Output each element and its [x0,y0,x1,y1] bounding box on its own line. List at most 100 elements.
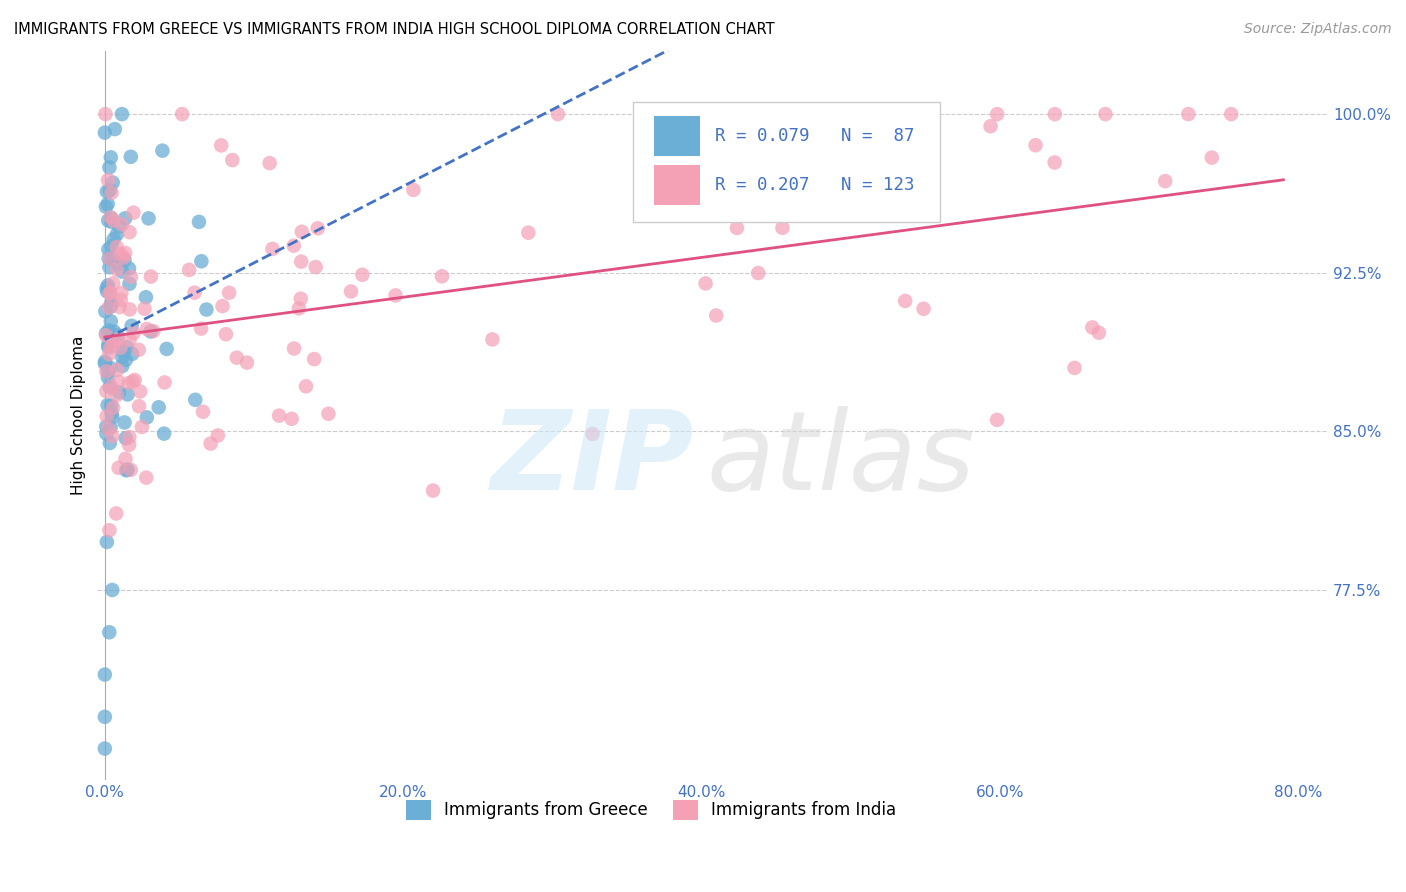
Point [118,376,141,390]
Point [94,710,117,724]
Point [152,144,174,158]
Point [98,161,121,175]
Legend: Immigrants from Greece, Immigrants from India: Immigrants from Greece, Immigrants from … [399,793,903,827]
Point [384,288,406,302]
Point [111,350,134,364]
Point [107,460,129,475]
Point [912,301,935,316]
Point [98,286,121,301]
Point [112,251,135,265]
Point [94,667,117,681]
Point [156,342,179,356]
Point [179,263,201,277]
Point [121,318,143,333]
Point [111,359,134,373]
Point [97,173,120,187]
Point [96,285,118,299]
Point [100,295,122,310]
Point [100,186,122,200]
Point [114,246,136,260]
Point [94,200,117,214]
Point [97,243,120,257]
Point [96,185,118,199]
Point [135,290,157,304]
Point [183,285,205,300]
Point [100,314,122,328]
Point [100,211,122,225]
Point [101,176,124,190]
Point [288,301,311,316]
Point [100,406,122,420]
Point [128,399,150,413]
Point [103,334,125,349]
Point [986,413,1008,427]
Point [695,277,717,291]
Point [98,436,121,450]
Point [100,420,122,434]
Point [734,208,756,222]
Point [105,327,128,342]
Point [97,197,120,211]
Point [122,326,145,340]
Point [100,215,122,229]
Point [120,269,142,284]
Point [115,340,138,354]
Point [283,238,305,252]
Point [118,430,141,444]
Point [291,225,314,239]
Point [1177,107,1199,121]
Point [118,333,141,347]
Point [100,210,122,224]
Point [107,333,129,347]
Point [188,215,211,229]
Point [207,428,229,442]
Point [96,409,118,424]
Point [139,269,162,284]
Point [114,431,136,445]
Point [105,507,128,521]
Point [110,285,132,300]
Point [110,341,132,355]
Point [101,277,124,291]
Point [97,301,120,315]
Point [1088,326,1111,340]
Point [105,363,128,377]
Point [96,364,118,378]
Point [101,410,124,425]
Point [295,379,318,393]
Point [236,356,259,370]
Point [101,251,124,265]
Point [115,353,138,368]
Text: Source: ZipAtlas.com: Source: ZipAtlas.com [1244,22,1392,37]
Point [97,213,120,227]
Point [111,264,134,278]
Point [110,247,132,261]
Point [100,150,122,164]
Point [105,388,128,402]
Point [98,252,121,266]
Point [108,300,131,314]
Point [153,376,176,390]
Point [986,107,1008,121]
Point [283,342,305,356]
Point [184,392,207,407]
Point [139,325,162,339]
Point [101,429,124,443]
Point [1025,138,1047,153]
Point [901,162,924,177]
Point [772,220,794,235]
Point [118,261,141,276]
Y-axis label: High School Diploma: High School Diploma [72,335,86,495]
Point [114,253,136,268]
Point [747,266,769,280]
Point [111,218,134,232]
Point [307,221,329,235]
Point [402,183,425,197]
Point [100,399,122,413]
Point [581,426,603,441]
Point [117,463,139,477]
Point [430,269,453,284]
Point [221,153,243,167]
Point [94,326,117,341]
Point [118,277,141,291]
